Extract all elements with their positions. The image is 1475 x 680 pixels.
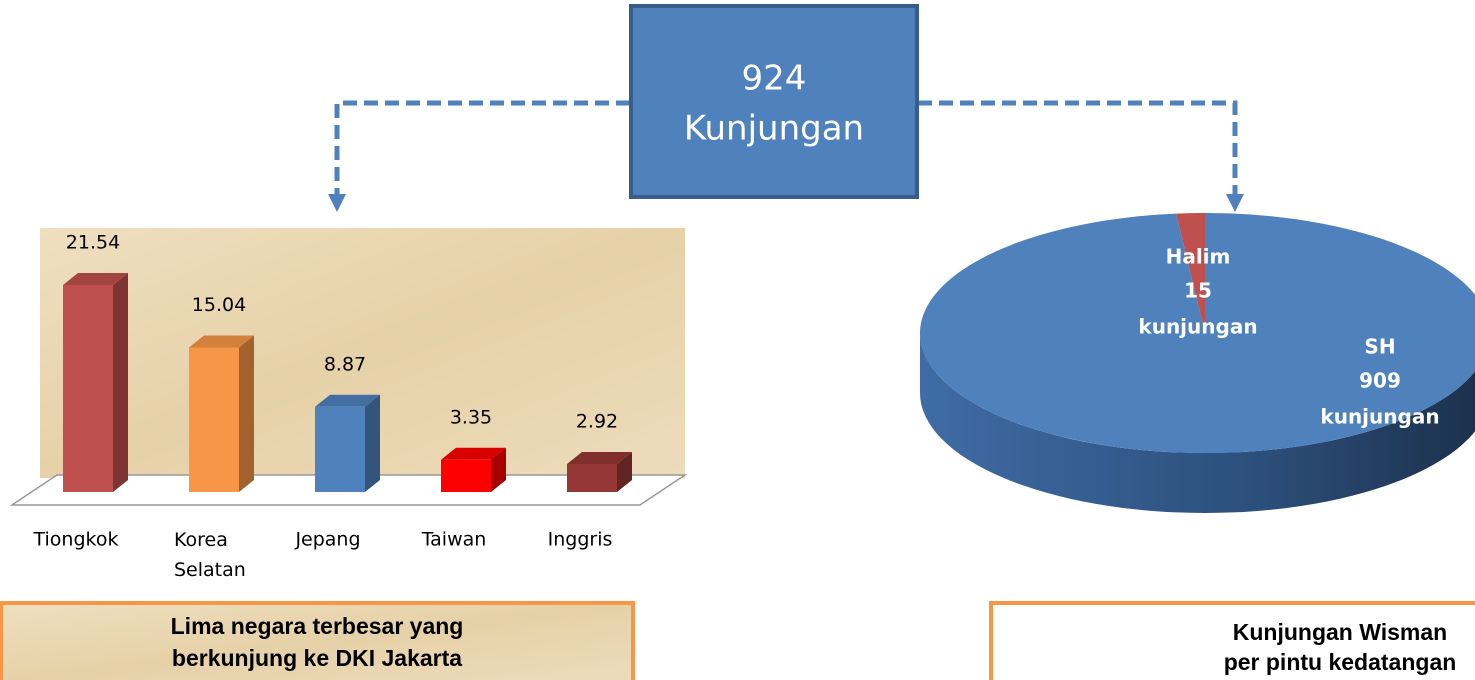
bar-top (441, 447, 506, 460)
total-value: 924 (742, 59, 807, 99)
bar-top (315, 394, 380, 407)
bar-top (63, 273, 128, 285)
slice-value: 15 (1184, 279, 1212, 303)
slice-name: Halim (1166, 245, 1231, 269)
total-box (629, 4, 919, 199)
value-label: 8.87 (324, 353, 366, 375)
bar-top (567, 451, 632, 464)
pie-caption-box (989, 601, 1475, 680)
pie-caption: Kunjungan Wisman (1233, 619, 1447, 645)
x-tick-label: Jepang (294, 529, 360, 551)
connector-right (918, 100, 1238, 196)
pie-slice (920, 213, 1475, 453)
bar-caption: Lima negara terbesar yang (171, 613, 464, 639)
bar (567, 463, 617, 492)
bar (441, 459, 491, 492)
pie-slice (1175, 213, 1205, 333)
value-label: 21.54 (66, 232, 120, 254)
value-label: 15.04 (192, 294, 246, 316)
pie-side (920, 333, 1475, 513)
bar (189, 347, 239, 492)
bar-side (365, 394, 380, 492)
slice-name: SH (1364, 335, 1395, 359)
bar-caption-box (0, 601, 635, 680)
slice-unit: kunjungan (1138, 315, 1257, 339)
arrow-right (1226, 194, 1244, 212)
bar-side (113, 273, 128, 492)
x-tick-label: Korea Selatan (174, 529, 246, 581)
x-tick-label: Taiwan (421, 529, 487, 551)
x-tick-label: Tiongkok (33, 529, 119, 551)
bar-caption: berkunjung ke DKI Jakarta (172, 645, 462, 671)
total-label: Kunjungan (684, 109, 864, 149)
connectors (334, 100, 1238, 196)
bar-side (617, 451, 632, 492)
pie-caption: per pintu kedatangan (1224, 649, 1457, 675)
bar-side (491, 447, 506, 492)
bar (63, 285, 113, 492)
bar-top (189, 335, 254, 348)
x-tick-label: Inggris (548, 529, 613, 551)
bar-side (239, 335, 254, 492)
value-label: 3.35 (450, 406, 492, 428)
value-label: 2.92 (576, 410, 618, 432)
slice-unit: kunjungan (1320, 405, 1439, 429)
slice-value: 909 (1359, 369, 1401, 393)
arrow-left (328, 194, 346, 212)
connector-left (334, 100, 630, 196)
bar (315, 406, 365, 492)
